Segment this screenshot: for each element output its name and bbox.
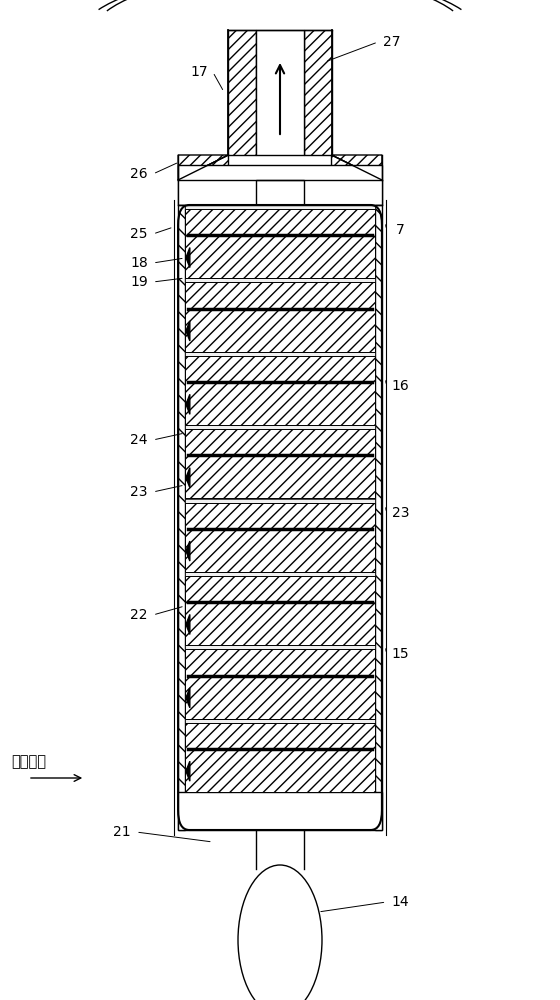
Text: 27: 27 [383,35,401,49]
Text: 23: 23 [391,506,409,520]
Bar [178,180,256,205]
Text: 22: 22 [130,608,148,622]
Polygon shape [186,614,190,634]
Bar [185,572,375,576]
Bar [185,278,375,282]
Text: 24: 24 [130,433,148,447]
Bar [185,719,375,723]
Bar [256,180,304,205]
Text: 16: 16 [391,379,409,393]
Bar [185,649,375,719]
Bar [228,30,256,155]
Bar [185,429,375,498]
Text: 17: 17 [190,65,208,79]
Polygon shape [186,248,190,268]
Bar [185,356,375,425]
Bar [178,792,382,830]
Bar [185,209,375,278]
Bar [185,723,375,792]
Bar [304,30,332,155]
Polygon shape [186,468,190,488]
Text: 15: 15 [391,647,409,661]
Bar [178,165,382,205]
Bar [185,502,375,572]
Bar [375,205,382,830]
Polygon shape [178,155,228,180]
Bar [185,205,375,209]
Bar [185,425,375,429]
Polygon shape [186,688,190,708]
Bar [185,645,375,649]
Bar [185,576,375,645]
Text: 21: 21 [113,825,131,839]
Bar [178,205,185,830]
Polygon shape [332,155,382,180]
Polygon shape [332,155,382,180]
Text: 26: 26 [130,167,148,181]
Text: 7: 7 [396,223,405,237]
Bar [185,352,375,356]
Text: 18: 18 [130,256,148,270]
Text: 14: 14 [391,895,409,909]
Text: 25: 25 [130,227,148,241]
Bar [185,282,375,352]
Text: 气流方向: 气流方向 [11,754,46,770]
Polygon shape [186,394,190,414]
Polygon shape [186,761,190,781]
Polygon shape [178,155,228,180]
Bar [256,30,304,155]
Bar [304,180,382,205]
Polygon shape [186,321,190,341]
Polygon shape [186,541,190,561]
Text: 19: 19 [130,275,148,289]
Text: 23: 23 [130,485,148,499]
Bar [185,499,375,503]
